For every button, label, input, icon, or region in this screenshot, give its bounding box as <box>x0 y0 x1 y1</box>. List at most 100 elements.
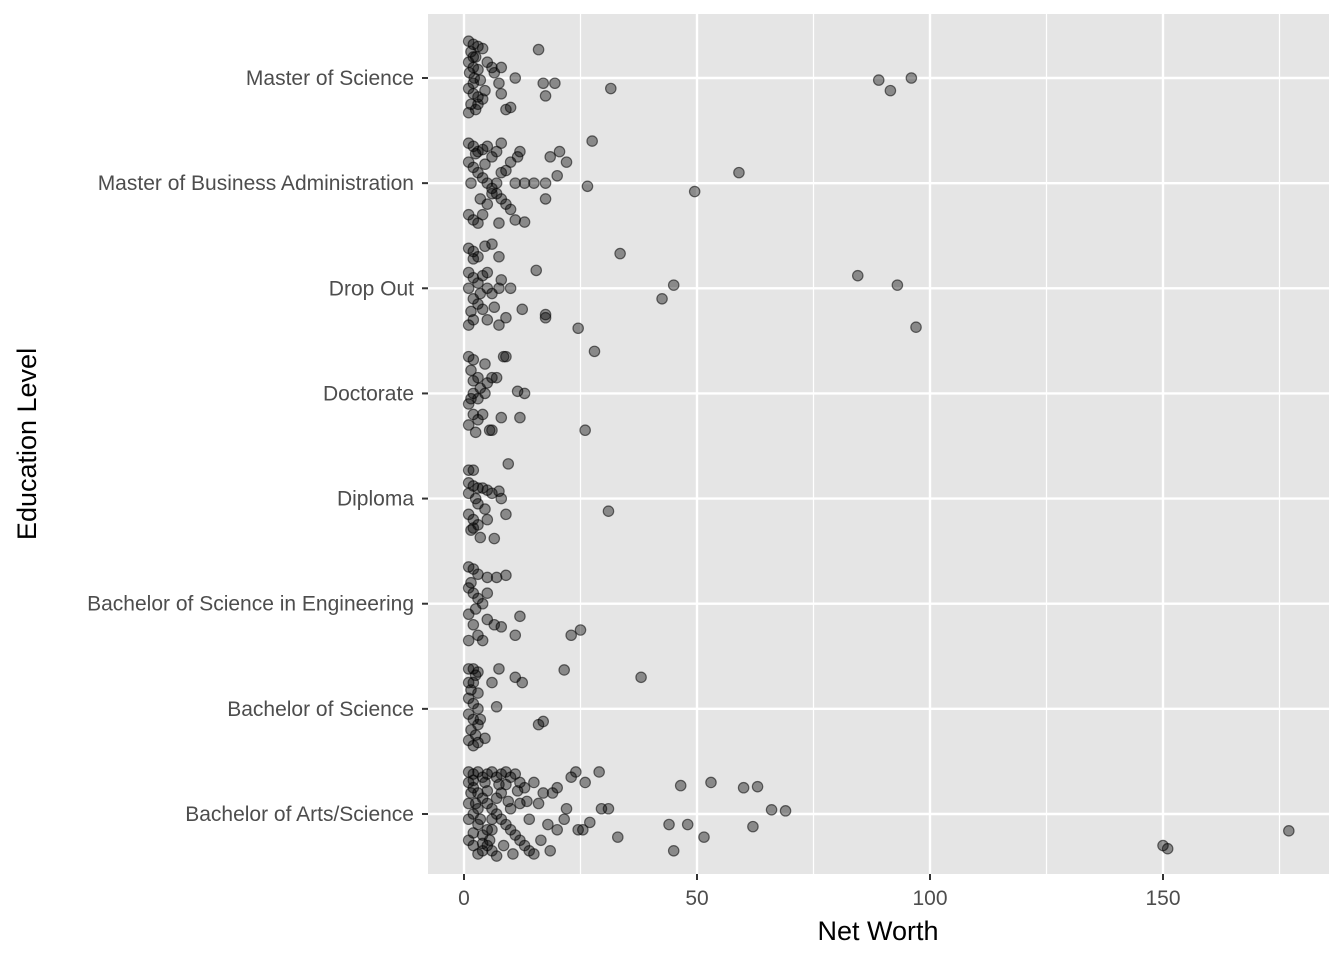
data-point <box>467 77 480 90</box>
data-point <box>518 216 531 228</box>
data-point <box>462 487 475 500</box>
data-point <box>472 703 484 715</box>
data-point <box>495 87 508 100</box>
data-point <box>1161 842 1174 855</box>
data-point <box>532 43 545 56</box>
data-point <box>497 839 510 852</box>
data-point <box>516 303 529 316</box>
data-point <box>507 848 519 860</box>
y-tick-label: Bachelor of Science <box>227 698 414 721</box>
x-axis: 0 50 100 150 <box>458 874 1181 910</box>
data-point <box>733 166 745 179</box>
data-point <box>465 177 477 189</box>
data-point <box>737 781 750 794</box>
data-point <box>500 311 512 324</box>
data-point <box>462 106 475 119</box>
data-point <box>588 345 601 358</box>
x-tick-label: 50 <box>685 887 708 910</box>
y-tick-label: Diploma <box>337 488 414 511</box>
data-point <box>509 629 522 642</box>
data-point <box>481 314 494 326</box>
data-point <box>476 303 489 316</box>
data-point <box>537 787 550 799</box>
data-point <box>549 77 561 90</box>
data-point <box>681 818 694 831</box>
data-point <box>667 279 680 291</box>
data-point <box>593 766 605 778</box>
y-tick-label: Bachelor of Science in Engineering <box>87 593 414 616</box>
data-point <box>493 282 505 295</box>
data-point <box>462 634 475 647</box>
data-point <box>479 158 491 171</box>
data-point <box>509 177 522 189</box>
data-point <box>472 687 484 699</box>
data-point <box>511 385 524 398</box>
x-tick-label: 0 <box>458 887 470 910</box>
data-point <box>504 203 517 216</box>
data-point <box>469 426 482 439</box>
data-point <box>465 364 477 377</box>
data-point <box>558 664 570 676</box>
data-point <box>514 411 526 424</box>
data-point <box>509 214 522 226</box>
data-point <box>544 844 557 857</box>
y-tick-label: Master of Science <box>246 67 414 90</box>
data-point <box>486 238 498 250</box>
y-axis: Bachelor of Arts/Science Bachelor of Scie… <box>87 67 428 826</box>
data-point <box>490 850 503 862</box>
y-tick-label: Doctorate <box>323 382 414 405</box>
plot-panel <box>428 14 1329 874</box>
data-point <box>476 208 489 221</box>
data-point <box>551 169 563 182</box>
data-point <box>747 820 759 833</box>
data-point <box>635 671 647 684</box>
data-point <box>570 766 582 778</box>
data-point <box>486 487 498 500</box>
data-point <box>614 247 626 260</box>
y-tick-label: Bachelor of Arts/Science <box>185 803 414 826</box>
data-point <box>476 597 489 610</box>
data-point <box>465 684 477 696</box>
data-point <box>539 90 552 102</box>
data-point <box>509 72 522 84</box>
data-point <box>656 292 668 305</box>
data-point <box>465 392 477 405</box>
data-point <box>537 77 550 90</box>
data-point <box>905 72 918 84</box>
data-point <box>474 382 487 394</box>
data-point <box>472 802 484 815</box>
data-point <box>502 795 515 808</box>
data-point <box>474 287 487 300</box>
data-point <box>474 713 487 726</box>
data-point <box>486 187 498 200</box>
data-point <box>688 185 701 198</box>
data-point <box>467 314 480 326</box>
data-point <box>779 805 792 817</box>
data-point <box>488 618 501 631</box>
data-point <box>542 818 554 831</box>
data-point <box>504 282 517 295</box>
data-point <box>705 776 717 789</box>
data-point <box>539 308 552 321</box>
y-tick-label: Master of Business Administration <box>98 172 414 195</box>
data-point <box>486 676 498 689</box>
data-point <box>467 827 480 839</box>
data-point <box>511 151 524 163</box>
data-point <box>481 266 494 279</box>
data-point <box>884 84 897 97</box>
data-point <box>518 177 531 189</box>
data-points <box>462 35 1295 862</box>
data-point <box>462 419 475 431</box>
x-tick-label: 150 <box>1145 887 1180 910</box>
data-point <box>467 464 480 476</box>
data-point <box>530 264 543 277</box>
data-point <box>467 522 480 534</box>
data-point <box>495 61 508 74</box>
data-point <box>751 780 764 793</box>
data-point <box>532 797 545 810</box>
data-point <box>493 663 505 675</box>
data-point <box>674 779 687 792</box>
data-point <box>511 785 524 797</box>
data-point <box>472 736 484 749</box>
